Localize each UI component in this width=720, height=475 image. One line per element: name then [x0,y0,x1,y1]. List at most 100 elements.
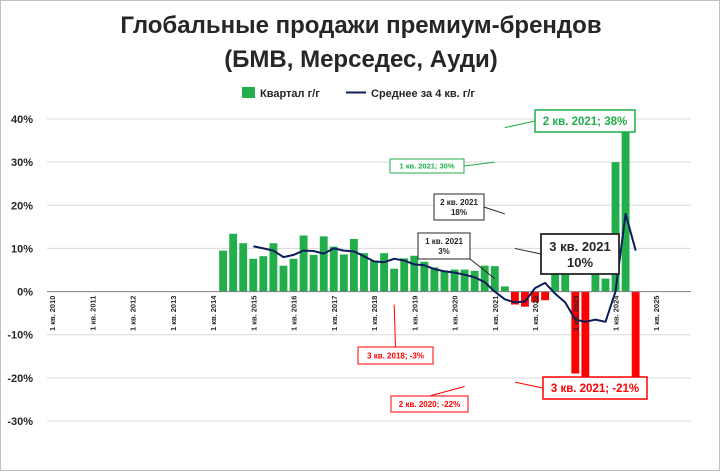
annotations: 2 кв. 2021; 38% 1 кв. 2021; 30% 2 кв. 2021… [357,109,648,413]
bar [269,243,278,292]
bar [460,269,469,292]
annotation-leader [469,258,496,280]
annotation-leader [504,120,536,129]
bar [521,291,529,307]
bar [219,250,228,292]
annotation-leader [483,206,506,215]
bar [370,260,378,292]
bar [349,238,358,292]
legend-bar-swatch [242,87,255,98]
bar [541,291,550,301]
annotation-box [389,158,465,174]
bar [259,256,268,292]
y-tick-label: 40% [11,114,33,126]
x-tick-label: 1 кв. 2020 [451,296,460,331]
bar [480,265,489,292]
x-tick-label: 1 кв. 2021 [491,296,500,331]
bar [279,265,288,292]
annotation-leader [393,304,396,348]
annotation-box [534,109,636,133]
x-tick-label: 1 кв. 2024 [612,295,621,331]
legend-bar-label: Квартал г/г [260,88,320,100]
bar [621,127,630,292]
bar [601,278,610,292]
bar [239,243,248,292]
x-tick-labels: 1 кв. 2010 1 кв. 2011 1 кв. 2012 1 кв. 2013… [48,295,661,331]
annotation-label: 3 кв. 2018; -3% [367,351,424,360]
annotation-label: 2 кв. 2021 [440,198,478,207]
bar [510,291,519,305]
x-tick-label: 1 кв. 2011 [88,296,97,331]
avg-line [253,212,637,323]
bar [420,261,429,292]
bar [430,267,439,292]
bar [470,270,479,292]
annotation-label: 3 кв. 2021 [549,239,610,254]
bar [440,271,449,292]
annotation-label: 3 кв. 2021; -21% [551,383,639,395]
annotation-leader [463,161,495,167]
bar [571,291,580,374]
annotation-leader [429,386,465,397]
x-tick-label: 1 кв. 2016 [290,296,299,331]
bar [400,258,409,292]
x-tick-label: 1 кв. 2017 [330,296,339,331]
y-tick-label: -30% [7,416,33,428]
bar [581,291,590,387]
legend-line-label: Среднее за 4 кв. г/г [371,88,475,100]
chart-title: Глобальные продажи премиум-брендов [120,12,601,39]
annotation-value: 18% [451,208,467,217]
y-tick-label: 30% [11,157,33,169]
x-tick-label: 1 кв. 2022 [531,296,540,331]
annotation-box [390,395,469,413]
bar [490,266,499,292]
x-tick-label: 1 кв. 2018 [370,296,379,331]
bar [410,255,419,292]
y-axis: 40% 30% 20% 10% 0% -10% -20% -30% [7,114,33,428]
bar [319,236,328,292]
bar [380,253,389,292]
annotation-label: 1 кв. 2021; 30% [399,162,454,171]
bar [339,254,348,292]
annotation-box [417,232,471,260]
x-tick-label: 1 кв. 2014 [209,295,218,331]
annotation-value: 10% [567,255,593,270]
annotation-box [433,193,485,221]
x-tick-label: 1 кв. 2015 [249,296,258,331]
y-tick-label: 10% [11,243,33,255]
bar [299,235,308,292]
bar [551,266,560,292]
x-tick-label: 1 кв. 2023 [571,296,580,331]
bar [450,269,459,292]
line-series [253,212,637,323]
bar [611,162,620,292]
bar [229,233,238,292]
annotation-value: 3% [438,247,450,256]
annotation-box [540,233,620,275]
x-tick-label: 1 кв. 2010 [48,296,57,331]
legend: Квартал г/г Среднее за 4 кв. г/г [242,87,475,100]
annotation-label: 2 кв. 2021; 38% [543,116,627,128]
y-tick-label: 20% [11,200,33,212]
x-tick-label: 1 кв. 2013 [169,296,178,331]
bar [249,258,258,292]
y-gridlines [47,118,691,422]
bar [360,253,368,292]
bar [591,263,600,292]
bar [631,291,640,383]
chart-subtitle: (БМВ, Мерседес, Ауди) [224,46,498,73]
bar [561,259,570,292]
annotation-box [542,376,648,400]
bar [531,291,539,303]
x-tick-label: 1 кв. 2019 [410,296,419,331]
bar [390,268,399,292]
x-tick-label: 1 кв. 2012 [129,296,138,331]
y-tick-label: -20% [7,373,33,385]
bar [289,258,298,292]
annotation-label: 2 кв. 2020; -22% [399,400,460,409]
x-tick-label: 1 кв. 2025 [652,296,661,331]
annotation-box [357,346,434,365]
annotation-leader [514,247,542,255]
